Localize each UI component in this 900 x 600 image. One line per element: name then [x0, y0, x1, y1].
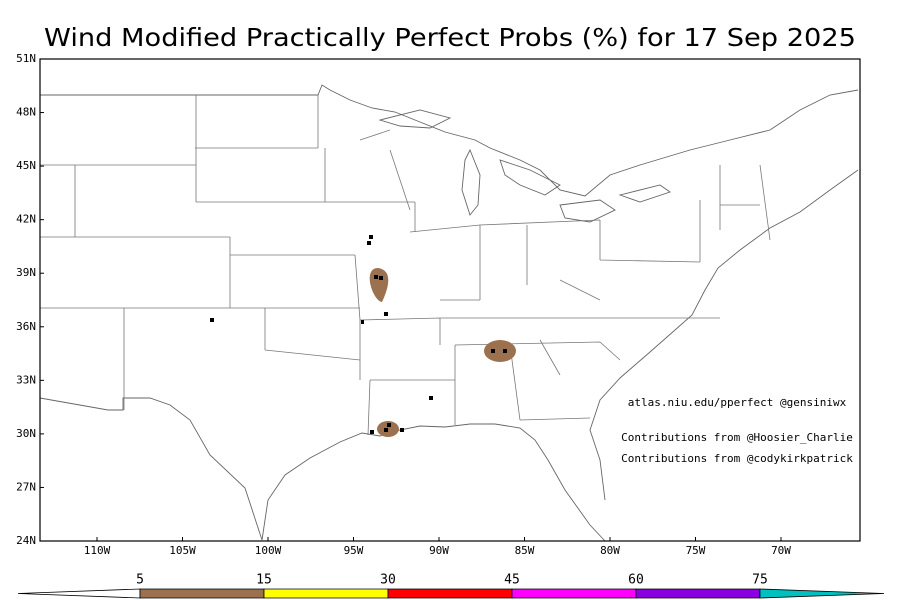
reports [210, 235, 507, 434]
lon-label: 105W [169, 544, 196, 557]
labels: 51N 48N 45N 42N 39N 36N 33N 30N 27N 24N 110W 105W 10… [16, 52, 853, 557]
map-frame [39, 58, 861, 542]
lat-label: 48N [16, 106, 36, 119]
lat-label: 45N [16, 159, 36, 172]
colorbar-segment [17, 588, 141, 599]
colorbar-segment [387, 588, 513, 599]
lat-label: 42N [16, 213, 36, 226]
coastline [589, 169, 859, 501]
lake [378, 109, 671, 223]
lat-label: 33N [16, 373, 36, 386]
lon-label: 95W [344, 544, 364, 557]
lat-label: 30N [16, 427, 36, 440]
lon-label: 80W [600, 544, 620, 557]
lon-label: 70W [771, 544, 791, 557]
colorbar-segment [759, 588, 885, 599]
colorbar-segment [511, 588, 637, 599]
lat-label: 36N [16, 320, 36, 333]
annotation: Contributions from @codykirkpatrick [621, 452, 853, 465]
colorbar-segment [635, 588, 761, 599]
probability-area [369, 268, 389, 302]
annotation: Contributions from @Hoosier_Charlie [621, 431, 853, 444]
lat-label: 39N [16, 266, 36, 279]
colorbar-segment [263, 588, 389, 599]
lat-label: 24N [16, 534, 36, 547]
lon-label: 100W [255, 544, 282, 557]
lon-label: 110W [84, 544, 111, 557]
colorbar-label: 15 [256, 573, 272, 588]
colorbar-label: 75 [752, 573, 768, 588]
coastline [40, 84, 859, 197]
lon-label: 75W [686, 544, 706, 557]
coastline [261, 423, 606, 542]
lat-label: 51N [16, 52, 36, 65]
coastline [39, 397, 263, 541]
colorbar-label: 45 [504, 573, 520, 588]
colorbar-label: 60 [628, 573, 644, 588]
annotation: atlas.niu.edu/pperfect @gensiniwx [628, 396, 847, 409]
lat-label: 27N [16, 480, 36, 493]
colorbar-segment [139, 588, 265, 599]
lon-label: 90W [429, 544, 449, 557]
colorbar-label: 30 [380, 573, 396, 588]
probability-area [484, 340, 516, 362]
colorbar: 5 15 30 45 60 75 [17, 573, 885, 599]
lon-label: 85W [515, 544, 535, 557]
title: Wind Modified Practically Perfect Probs … [44, 23, 856, 52]
map-body [39, 58, 861, 542]
state-lines [40, 95, 771, 436]
colorbar-label: 5 [136, 573, 144, 588]
